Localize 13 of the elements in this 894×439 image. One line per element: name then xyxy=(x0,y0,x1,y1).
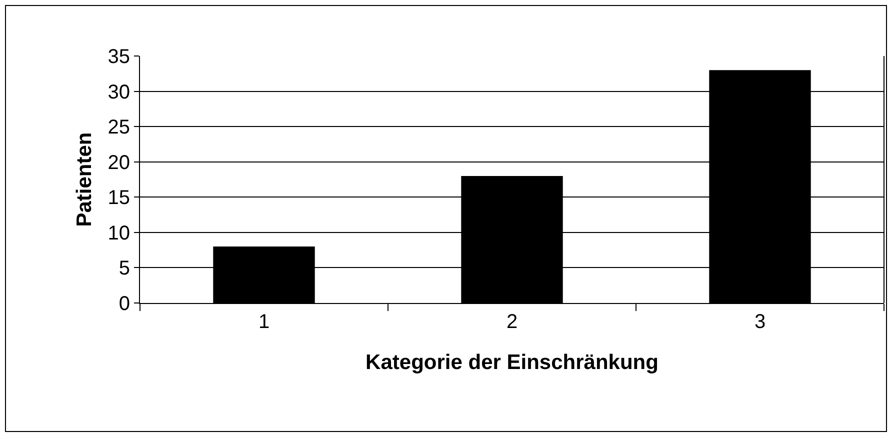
y-tick-label: 20 xyxy=(108,152,130,174)
y-tick-label: 0 xyxy=(118,293,130,315)
y-tick-label: 35 xyxy=(108,46,130,68)
y-tick-label: 5 xyxy=(118,258,130,280)
x-tick-label: 1 xyxy=(258,311,270,333)
x-axis-title: Kategorie der Einschränkung xyxy=(366,351,658,374)
y-axis-title: Patienten xyxy=(72,132,96,227)
y-tick-label: 30 xyxy=(108,81,130,104)
y-tick-label: 15 xyxy=(108,187,130,210)
y-tick-label: 10 xyxy=(108,222,130,244)
x-tick-label: 3 xyxy=(754,311,766,333)
y-tick-label: 25 xyxy=(108,116,130,139)
x-tick-label: 2 xyxy=(506,311,518,333)
